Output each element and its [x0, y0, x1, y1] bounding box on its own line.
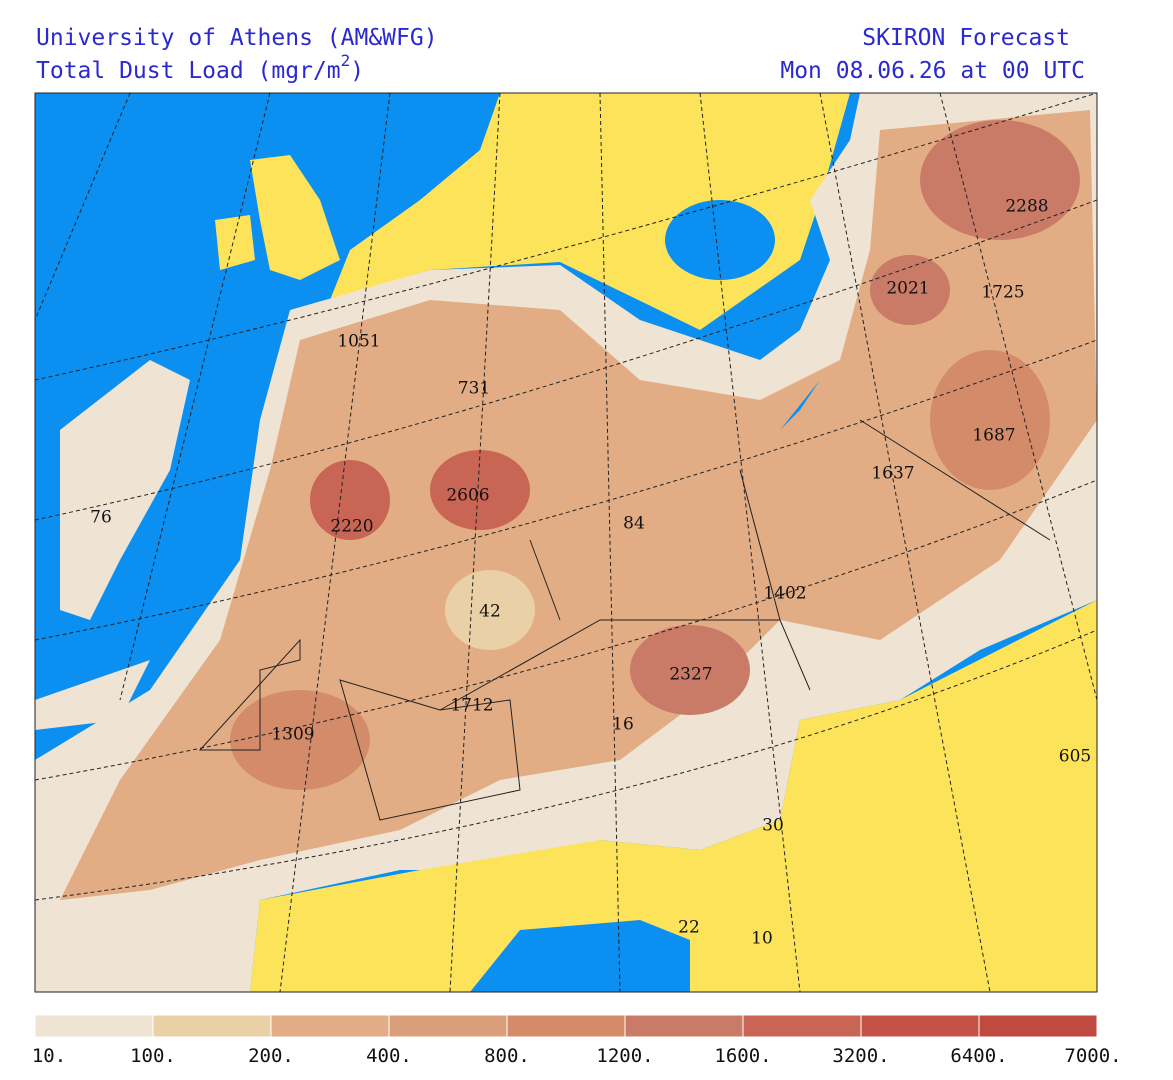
atlantic-dust [60, 360, 190, 620]
legend-label: 100. [130, 1045, 176, 1067]
map-value-label: 1051 [337, 332, 380, 352]
legend-swatch [978, 1014, 1098, 1038]
map-value-label: 2220 [330, 517, 373, 537]
model-name: SKIRON Forecast [862, 25, 1070, 51]
subtitle-superscript: 2 [341, 51, 351, 70]
map-value-label: 76 [90, 508, 112, 528]
legend-label: 200. [248, 1045, 294, 1067]
map-value-label: 2327 [669, 665, 712, 685]
dust-blob [930, 350, 1050, 490]
map-value-label: 2288 [1005, 197, 1048, 217]
legend-label: 1600. [714, 1045, 771, 1067]
legend-swatch [860, 1014, 980, 1038]
map-value-label: 2606 [446, 486, 489, 506]
map [34, 92, 1098, 993]
legend-label: 800. [484, 1045, 530, 1067]
legend-swatch [270, 1014, 390, 1038]
forecast-time: Mon 08.06.26 at 00 UTC [780, 58, 1085, 84]
header-subtitle: Total Dust Load (mgr/m2) [36, 51, 364, 84]
graticule [35, 93, 1097, 992]
black-sea [665, 200, 775, 280]
legend-label: 400. [366, 1045, 412, 1067]
legend-swatch [388, 1014, 508, 1038]
map-value-label: 30 [762, 816, 784, 836]
legend-label: 7000. [1064, 1045, 1121, 1067]
legend-label: 10. [32, 1045, 66, 1067]
dust-blob [920, 120, 1080, 240]
map-frame [34, 92, 1098, 993]
map-value-label: 16 [612, 715, 634, 735]
dust-blob [870, 255, 950, 325]
subtitle-text: Total Dust Load (mgr/m [36, 58, 341, 84]
gulf-of-guinea [470, 920, 690, 992]
map-value-label: 42 [479, 602, 501, 622]
land-britain [250, 155, 340, 280]
legend-label: 1200. [596, 1045, 653, 1067]
land-ireland [215, 215, 255, 270]
header-title: University of Athens (AM&WFG) [36, 25, 438, 51]
map-value-label: 1687 [972, 426, 1015, 446]
dust-blob [230, 690, 370, 790]
map-value-label: 84 [623, 514, 645, 534]
map-value-label: 731 [458, 379, 490, 399]
dust-clear [445, 570, 535, 650]
legend-swatch [624, 1014, 744, 1038]
map-value-label: 1309 [271, 725, 314, 745]
map-value-label: 2021 [886, 279, 929, 299]
subtitle-close: ) [350, 58, 364, 84]
map-value-label: 1402 [763, 584, 806, 604]
legend-swatch [506, 1014, 626, 1038]
map-value-label: 22 [678, 918, 700, 938]
dust-blob [310, 460, 390, 540]
legend-label: 3200. [832, 1045, 889, 1067]
map-labels: 2288 2021 1725 1051 731 1687 1637 2606 2220 76 84 1… [90, 197, 1091, 949]
legend-swatch [34, 1014, 154, 1038]
legend-swatch [152, 1014, 272, 1038]
map-value-label: 1712 [450, 696, 493, 716]
map-value-label: 1637 [871, 464, 914, 484]
legend-label: 6400. [950, 1045, 1007, 1067]
legend-swatch [742, 1014, 862, 1038]
land-south [250, 600, 1097, 992]
map-value-label: 1725 [981, 283, 1024, 303]
borders [198, 419, 1051, 821]
legend: 10. 100. 200. 400. 800. 1200. 1600. 3200. 6400. 7… [32, 1014, 1122, 1067]
map-value-label: 10 [751, 929, 773, 949]
map-value-label: 605 [1059, 747, 1091, 767]
dust-blob [630, 625, 750, 715]
dust-blob [430, 450, 530, 530]
